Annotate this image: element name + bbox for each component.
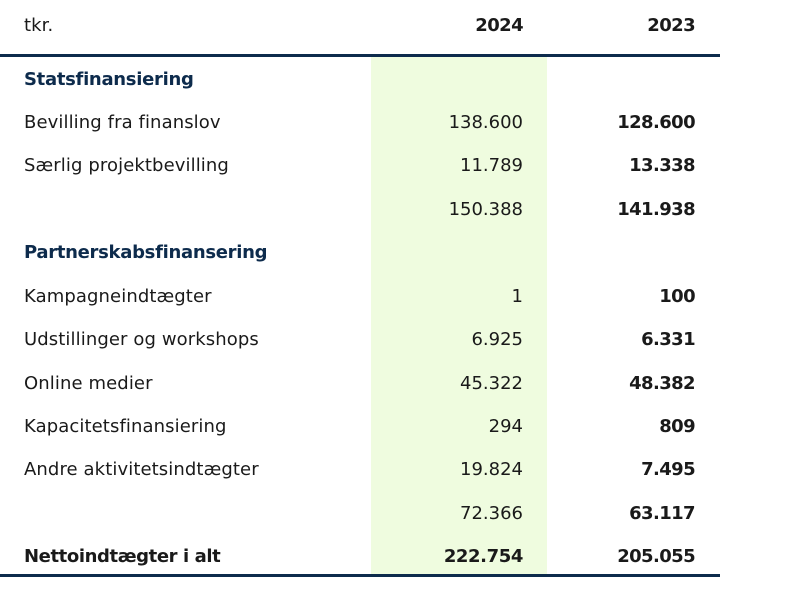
value-2024: 138.600 [448,112,523,133]
subtotal-row: 72.366 63.117 [0,502,720,526]
value-2023: 809 [659,416,695,437]
value-2024: 6.925 [471,329,523,350]
column-header-2023: 2023 [647,15,695,36]
value-2024: 11.789 [460,155,523,176]
value-2023: 7.495 [641,459,696,480]
row-label: Kampagneindtægter [24,286,212,307]
value-2023: 100 [659,286,695,307]
row-label: Bevilling fra finanslov [24,112,221,133]
table-row: Online medier 45.322 48.382 [0,372,720,396]
subtotal-2023: 141.938 [617,199,695,220]
value-2023: 6.331 [641,329,696,350]
highlight-column-2024 [371,57,547,575]
subtotal-2024: 72.366 [460,503,523,524]
subtotal-row: 150.388 141.938 [0,198,720,222]
table-row: Særlig projektbevilling 11.789 13.338 [0,154,720,178]
row-label: Kapacitetsfinansiering [24,416,227,437]
section-title: Partnerskabsfinansering [24,242,268,263]
row-label: Online medier [24,373,153,394]
total-2023: 205.055 [617,546,695,567]
row-label: Særlig projektbevilling [24,155,229,176]
section-title: Statsfinansiering [24,69,194,90]
section-heading-row: Partnerskabsfinansering [0,241,720,265]
table-row: Andre aktivitetsindtægter 19.824 7.495 [0,458,720,482]
value-2023: 48.382 [629,373,695,394]
value-2024: 19.824 [460,459,523,480]
total-2024: 222.754 [443,546,524,567]
table-row: Kampagneindtægter 1 100 [0,285,720,309]
footer-divider [0,574,720,577]
row-label: Andre aktivitetsindtægter [24,459,259,480]
subtotal-2023: 63.117 [629,503,695,524]
unit-label: tkr. [24,15,54,36]
table-row: Udstillinger og workshops 6.925 6.331 [0,328,720,352]
value-2024: 294 [488,416,523,437]
row-label: Udstillinger og workshops [24,329,259,350]
section-heading-row: Statsfinansiering [0,68,720,92]
total-row: Nettoindtægter i alt 222.754 205.055 [0,545,720,569]
total-label: Nettoindtægter i alt [24,546,221,567]
value-2023: 13.338 [629,155,695,176]
column-header-2024: 2024 [475,15,523,36]
value-2024: 45.322 [460,373,523,394]
value-2024: 1 [511,286,523,307]
table-row: Kapacitetsfinansiering 294 809 [0,415,720,439]
subtotal-2024: 150.388 [448,199,523,220]
table-row: Bevilling fra finanslov 138.600 128.600 [0,111,720,135]
table-header-row: tkr. 2024 2023 [0,14,720,38]
value-2023: 128.600 [617,112,695,133]
header-divider [0,54,720,57]
